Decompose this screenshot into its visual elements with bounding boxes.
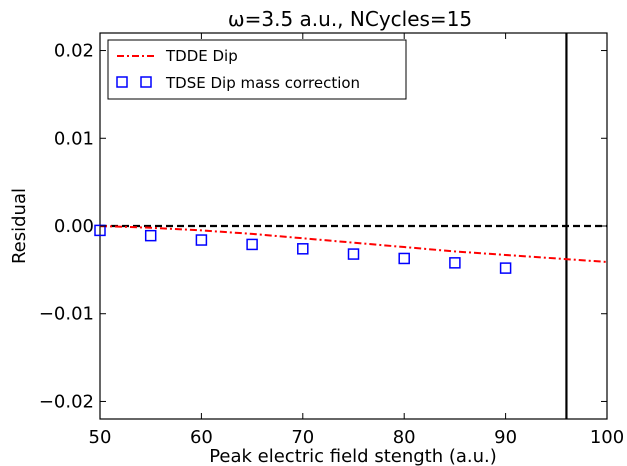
y-tick-label: 0.00 <box>54 216 94 237</box>
x-tick-label: 100 <box>590 427 624 448</box>
y-tick-label: −0.01 <box>39 304 94 325</box>
x-axis: 50 60 70 80 90 100 <box>89 33 624 448</box>
x-axis-label: Peak electric field stength (a.u.) <box>209 446 497 466</box>
series-line-tdde-dip <box>99 225 608 263</box>
legend-label-tdse: TDSE Dip mass correction <box>165 74 360 92</box>
point-tdse-dip-mass-correction <box>144 229 157 242</box>
x-tick-label: 90 <box>494 427 517 448</box>
point-tdse-dip-mass-correction <box>297 243 309 255</box>
legend-marker-tdse-1 <box>116 76 128 88</box>
y-axis-label: Residual <box>9 188 30 264</box>
y-tick-label: 0.01 <box>54 128 94 149</box>
legend-label-tdde: TDDE Dip <box>165 47 238 65</box>
point-tdse-dip-mass-correction <box>449 257 461 269</box>
x-tick-label: 70 <box>291 427 314 448</box>
point-tdse-dip-mass-correction <box>499 262 512 274</box>
point-tdse-dip-mass-correction <box>246 238 258 251</box>
legend: TDDE Dip TDSE Dip mass correction <box>107 39 407 100</box>
y-tick-label: −0.02 <box>39 391 94 412</box>
x-tick-label: 60 <box>190 427 213 448</box>
chart-title: ω=3.5 a.u., NCycles=15 <box>228 7 472 31</box>
point-tdse-dip-mass-correction <box>347 248 360 260</box>
point-tdse-dip-mass-correction <box>195 234 208 246</box>
point-tdse-dip-mass-correction <box>398 252 410 265</box>
x-tick-label: 50 <box>89 427 112 448</box>
y-axis: −0.02 −0.01 0.00 0.01 0.02 <box>39 41 607 412</box>
plot-area <box>94 32 608 420</box>
legend-box <box>107 39 407 100</box>
reference-lines <box>100 33 607 419</box>
point-tdse-dip-mass-correction <box>94 224 106 237</box>
x-tick-label: 80 <box>393 427 416 448</box>
y-tick-label: 0.02 <box>54 41 94 62</box>
series-layer <box>94 224 608 274</box>
legend-marker-tdse-2 <box>140 76 152 88</box>
